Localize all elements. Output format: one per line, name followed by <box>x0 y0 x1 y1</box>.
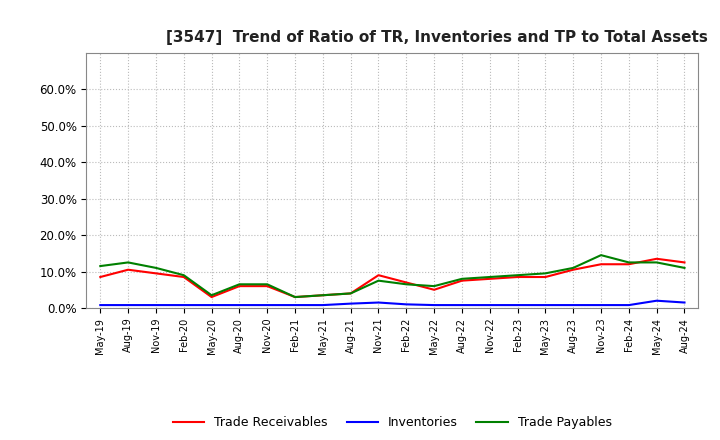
Inventories <box>485 302 494 308</box>
Line: Trade Receivables: Trade Receivables <box>100 259 685 297</box>
Trade Payables <box>513 272 522 278</box>
Inventories <box>318 302 327 308</box>
Trade Receivables <box>485 276 494 282</box>
Inventories <box>541 302 550 308</box>
Inventories <box>346 301 355 306</box>
Trade Receivables <box>152 271 161 276</box>
Inventories <box>96 302 104 308</box>
Trade Receivables <box>124 267 132 272</box>
Trade Receivables <box>624 262 633 267</box>
Inventories <box>430 302 438 308</box>
Inventories <box>374 300 383 305</box>
Inventories <box>597 302 606 308</box>
Trade Receivables <box>402 280 410 285</box>
Trade Payables <box>124 260 132 265</box>
Inventories <box>179 302 188 308</box>
Inventories <box>235 302 243 308</box>
Line: Inventories: Inventories <box>100 301 685 305</box>
Trade Payables <box>458 276 467 282</box>
Trade Payables <box>291 294 300 300</box>
Trade Receivables <box>207 294 216 300</box>
Legend: Trade Receivables, Inventories, Trade Payables: Trade Receivables, Inventories, Trade Pa… <box>168 411 617 434</box>
Trade Receivables <box>346 291 355 296</box>
Trade Payables <box>541 271 550 276</box>
Trade Payables <box>652 260 661 265</box>
Trade Payables <box>430 283 438 289</box>
Text: [3547]  Trend of Ratio of TR, Inventories and TP to Total Assets: [3547] Trend of Ratio of TR, Inventories… <box>166 29 708 45</box>
Trade Receivables <box>597 262 606 267</box>
Trade Receivables <box>235 283 243 289</box>
Trade Payables <box>680 265 689 271</box>
Trade Payables <box>96 264 104 269</box>
Line: Trade Payables: Trade Payables <box>100 255 685 297</box>
Trade Receivables <box>291 294 300 300</box>
Inventories <box>652 298 661 303</box>
Inventories <box>402 302 410 307</box>
Inventories <box>291 302 300 308</box>
Inventories <box>624 302 633 308</box>
Trade Receivables <box>541 275 550 280</box>
Trade Receivables <box>430 287 438 293</box>
Trade Receivables <box>513 275 522 280</box>
Trade Receivables <box>318 293 327 298</box>
Trade Payables <box>624 260 633 265</box>
Trade Payables <box>402 282 410 287</box>
Trade Payables <box>179 272 188 278</box>
Trade Receivables <box>96 275 104 280</box>
Trade Payables <box>263 282 271 287</box>
Trade Payables <box>569 265 577 271</box>
Trade Payables <box>485 275 494 280</box>
Inventories <box>124 302 132 308</box>
Trade Receivables <box>263 283 271 289</box>
Inventories <box>458 302 467 308</box>
Trade Receivables <box>374 272 383 278</box>
Inventories <box>152 302 161 308</box>
Trade Payables <box>318 293 327 298</box>
Trade Receivables <box>458 278 467 283</box>
Trade Receivables <box>652 256 661 261</box>
Trade Payables <box>374 278 383 283</box>
Trade Payables <box>207 293 216 298</box>
Trade Payables <box>235 282 243 287</box>
Trade Payables <box>152 265 161 271</box>
Inventories <box>207 302 216 308</box>
Inventories <box>569 302 577 308</box>
Trade Receivables <box>680 260 689 265</box>
Inventories <box>263 302 271 308</box>
Inventories <box>513 302 522 308</box>
Trade Payables <box>346 291 355 296</box>
Trade Receivables <box>569 267 577 272</box>
Inventories <box>680 300 689 305</box>
Trade Receivables <box>179 275 188 280</box>
Trade Payables <box>597 253 606 258</box>
